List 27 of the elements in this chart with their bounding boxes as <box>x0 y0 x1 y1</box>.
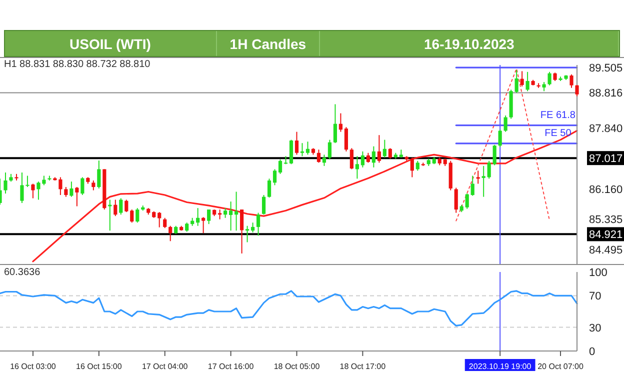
y-tick-label: 85.335 <box>589 214 623 226</box>
x-tick-label: 17 Oct 16:00 <box>208 362 254 371</box>
text: 16-19.10.2023 <box>320 31 619 56</box>
annotation: FE 50 <box>544 128 572 140</box>
x-tick-label: 2023.10.19 19:00 <box>468 362 532 371</box>
y-tick-label: 89.505 <box>589 62 623 75</box>
annotation: H1 88.831 88.830 88.732 88.810 <box>4 59 150 70</box>
chart-title: USOIL (WTI) <box>5 31 217 56</box>
y-tick-label: 70 <box>589 290 602 303</box>
x-tick-label: 17 Oct 04:00 <box>142 362 188 371</box>
annotation: 60.3636 <box>4 267 40 278</box>
x-tick-label: 18 Oct 05:00 <box>274 362 320 371</box>
y-tick-label: 84.921 <box>589 229 623 242</box>
x-tick-label: 18 Oct 17:00 <box>340 362 386 371</box>
annotation: FE 61.8 <box>540 110 576 122</box>
y-tick-label: 100 <box>589 267 608 279</box>
y-tick-label: 87.017 <box>589 153 623 166</box>
y-tick-label: 84.495 <box>589 244 623 257</box>
x-tick-label: 16 Oct 15:00 <box>76 362 122 371</box>
y-tick-label: 30 <box>589 322 602 334</box>
x-tick-label: 16 Oct 03:00 <box>10 362 56 371</box>
x-tick-label: 20 Oct 07:00 <box>538 362 584 371</box>
y-tick-label: 88.816 <box>589 88 623 100</box>
y-tick-label: 86.160 <box>589 184 623 196</box>
chart-subtitle: 1H Candles <box>216 31 320 56</box>
y-tick-label: 0 <box>589 346 596 358</box>
y-tick-label: 87.840 <box>589 123 623 136</box>
